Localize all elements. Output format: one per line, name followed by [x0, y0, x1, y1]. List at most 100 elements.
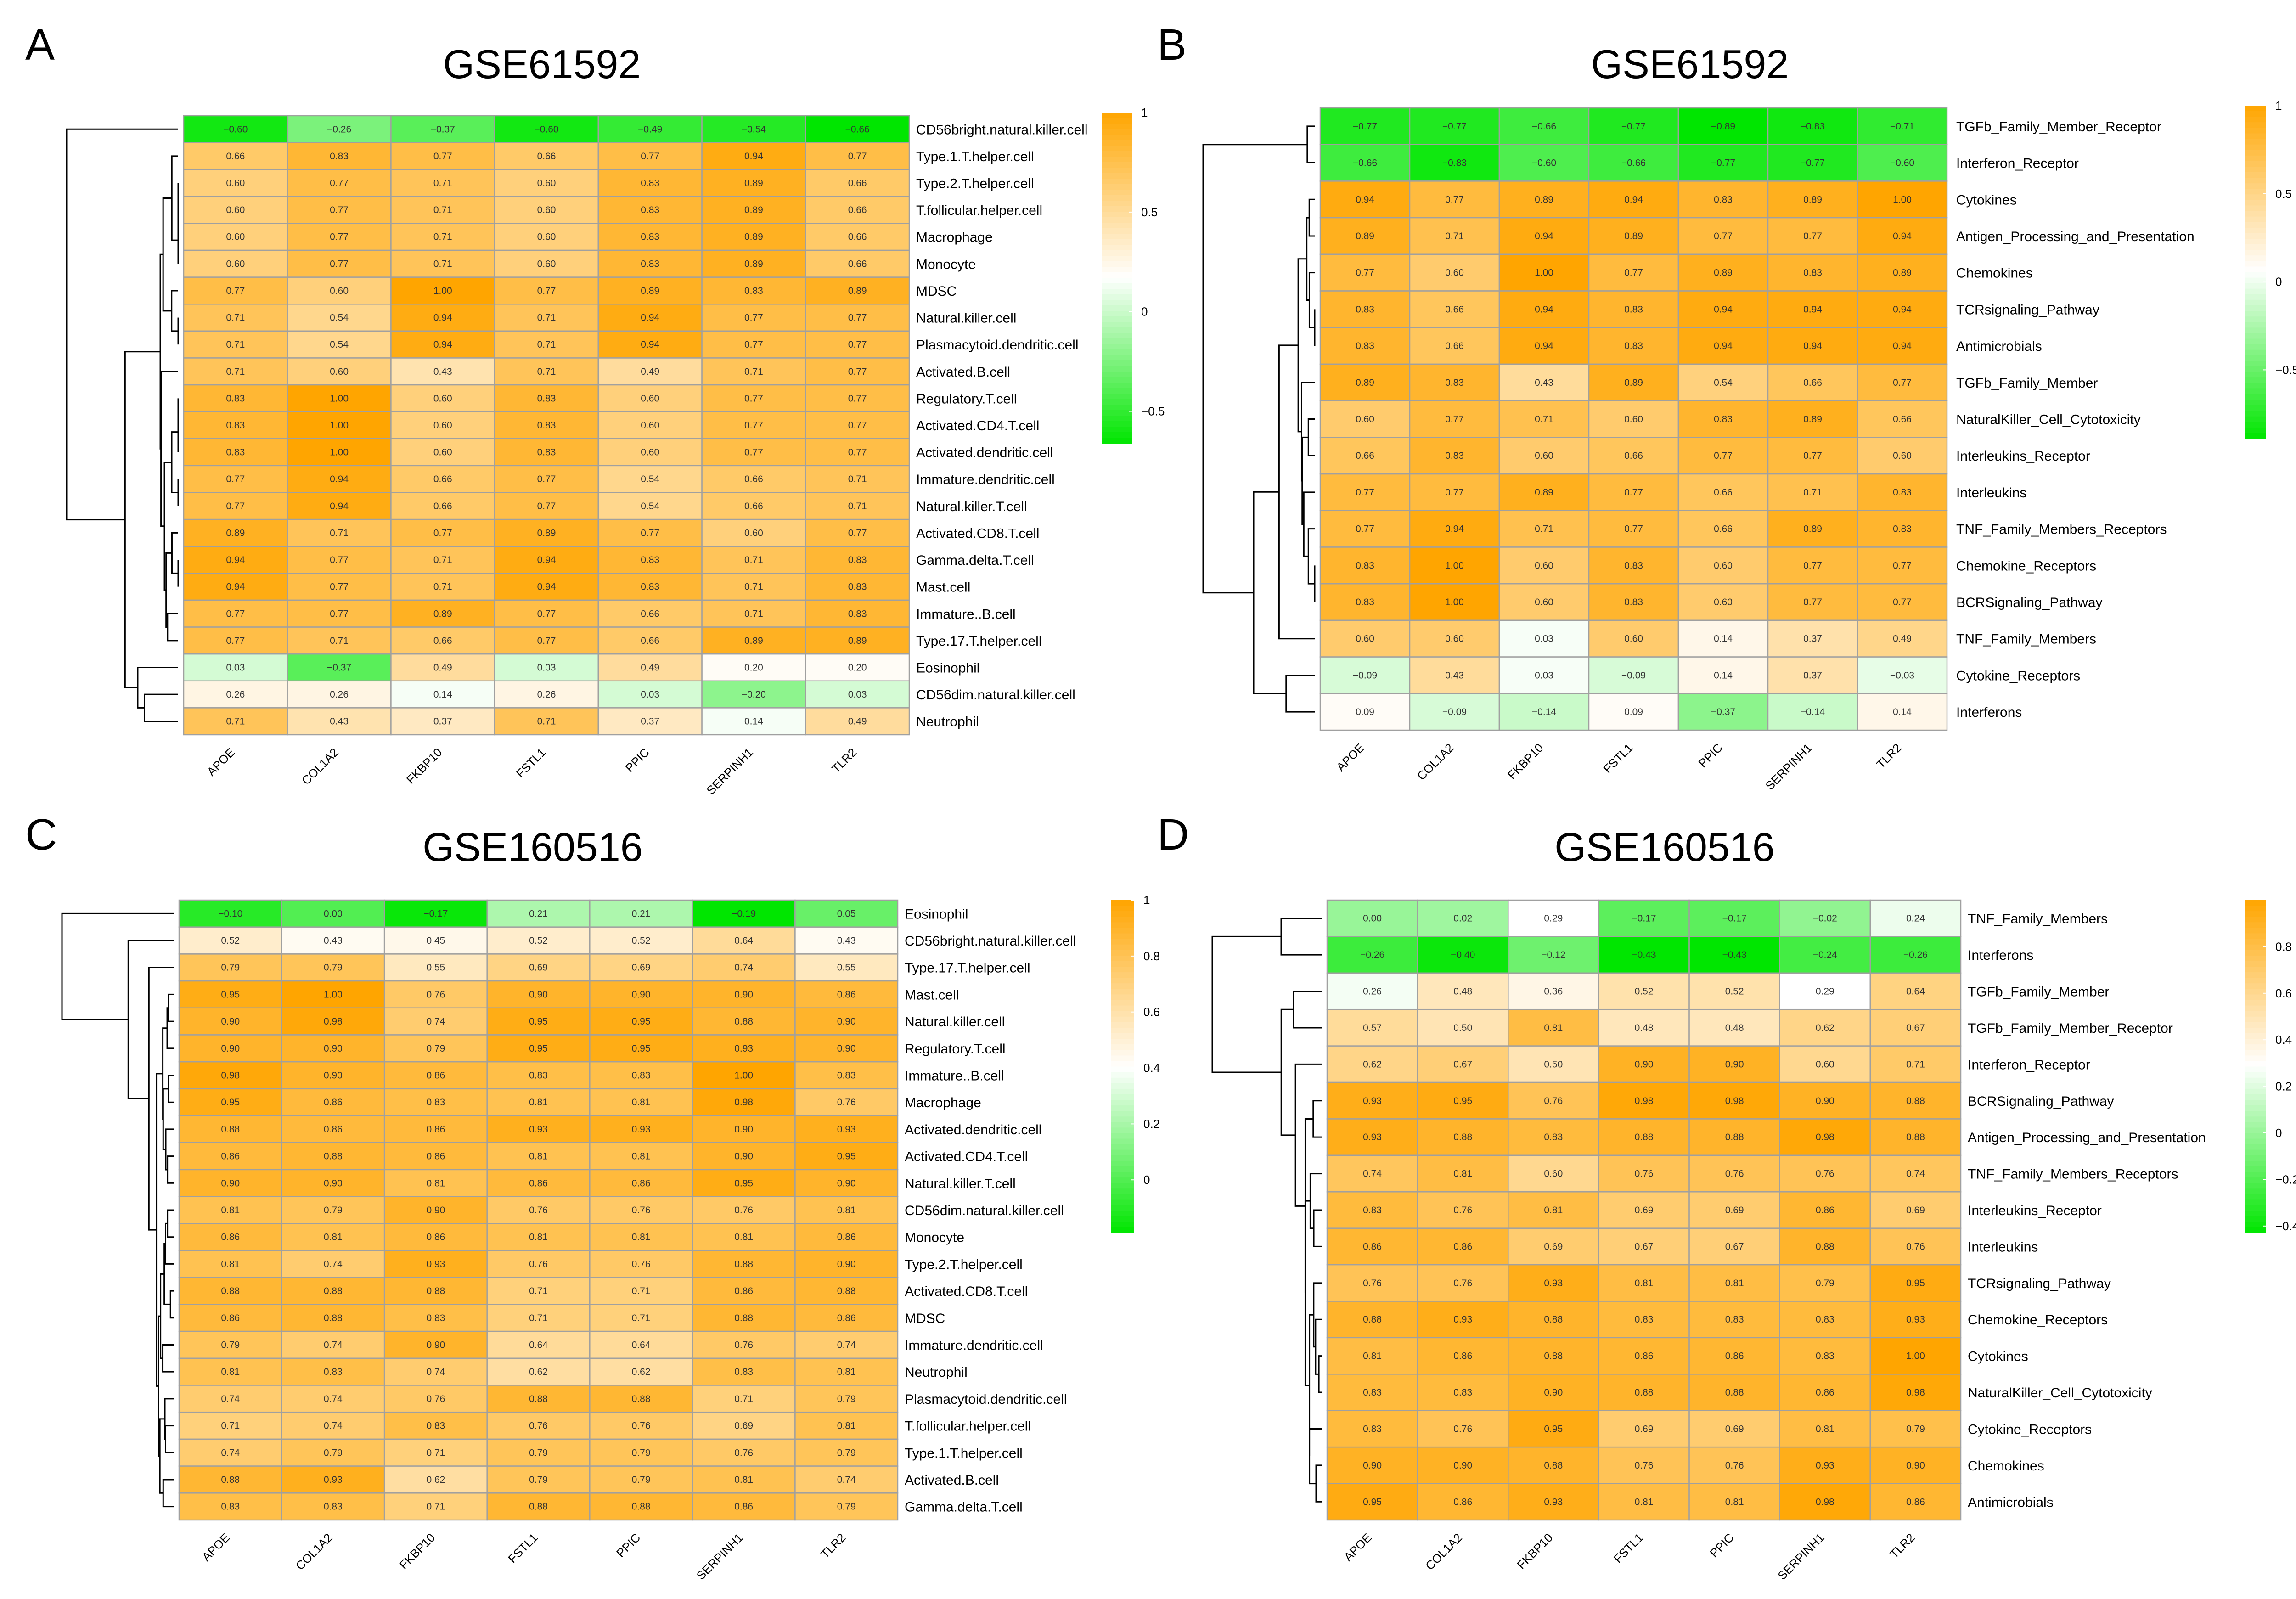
dendrogram-branch	[171, 431, 178, 494]
cell-value-label: 0.94	[226, 555, 245, 565]
cell-value-label: 0.66	[226, 151, 245, 162]
cell-value-label: 0.71	[744, 366, 763, 377]
cell-value-label: 0.88	[221, 1475, 240, 1485]
cell-value-label: 0.66	[433, 636, 452, 646]
cell-value-label: 0.98	[221, 1070, 240, 1081]
heatmap-cell	[1417, 1374, 1509, 1412]
row-label: Cytokines	[1968, 1349, 2028, 1364]
heatmap-cell	[287, 653, 392, 682]
row-label: Type.1.T.helper.cell	[905, 1446, 1023, 1461]
cell-value-label: 0.69	[1635, 1205, 1654, 1216]
heatmap-cell	[178, 1304, 282, 1332]
colorbar-segment	[2245, 161, 2266, 167]
dendrogram-branch	[1202, 144, 1307, 594]
colorbar-tick-label: 0.5	[2275, 187, 2292, 201]
heatmap-cell	[1588, 363, 1679, 401]
colorbar-segment	[2245, 299, 2266, 306]
cell-value-label: 0.88	[1725, 1387, 1744, 1398]
row-label: Immature.dendritic.cell	[905, 1338, 1043, 1353]
cell-value-label: 0.71	[330, 636, 349, 646]
cell-value-label: 0.62	[1363, 1059, 1382, 1070]
cell-value-label: 0.76	[734, 1205, 753, 1216]
cell-value-label: 0.83	[529, 1070, 548, 1081]
cell-value-label: 0.62	[632, 1367, 651, 1377]
heatmap-cell	[1688, 1227, 1780, 1266]
heatmap-cell	[1598, 972, 1690, 1010]
heatmap-cell	[281, 1357, 385, 1386]
cell-value-label: 0.66	[1624, 450, 1643, 461]
colorbar-segment	[1111, 955, 1134, 962]
cell-value-label: 0.26	[226, 689, 245, 700]
heatmap-cell	[1688, 1483, 1780, 1521]
colorbar-segment	[2245, 322, 2266, 328]
cell-value-label: 0.94	[1893, 231, 1912, 242]
colorbar-segment	[1102, 217, 1132, 223]
cell-value-label: 0.83	[641, 582, 659, 592]
heatmap-cell	[1869, 1410, 1962, 1448]
cell-value-label: 0.94	[1535, 231, 1553, 242]
heatmap-cell	[178, 1115, 282, 1143]
heatmap-cell	[701, 707, 806, 736]
heatmap-cell	[183, 680, 288, 709]
heatmap-cell	[390, 438, 495, 467]
column-label: TLR2	[829, 745, 859, 776]
row-label: Type.2.T.helper.cell	[905, 1257, 1023, 1272]
colorbar-segment	[2245, 972, 2266, 979]
heatmap-cell	[701, 357, 806, 386]
cell-value-label: 0.88	[1363, 1314, 1382, 1325]
row-label: TCRsignaling_Pathway	[1968, 1276, 2111, 1291]
heatmap-cell	[1417, 936, 1509, 974]
heatmap-cell	[794, 1277, 899, 1305]
heatmap-cell	[1767, 656, 1858, 694]
cell-value-label: 0.66	[641, 608, 659, 619]
colorbar-segment	[1111, 1133, 1134, 1139]
cell-value-label: 0.94	[1535, 304, 1553, 315]
heatmap-cell	[1767, 107, 1858, 145]
cell-value-label: 0.74	[221, 1447, 240, 1458]
cell-value-label: 0.60	[1535, 450, 1553, 461]
cell-value-label: 0.90	[1725, 1059, 1744, 1070]
cell-value-label: 0.81	[734, 1232, 753, 1243]
colorbar-segment	[1102, 113, 1132, 118]
heatmap-cell	[701, 276, 806, 305]
cell-value-label: 0.60	[433, 447, 452, 458]
cell-value-label: 0.94	[1803, 341, 1822, 351]
cell-value-label: 0.03	[226, 662, 245, 673]
panel-C: C GSE160516−0.10 0.00 −0.17 0.21 0.21 −0.19 0.0…	[25, 810, 1160, 1582]
cell-value-label: 0.74	[426, 1016, 445, 1027]
row-label: TGFb_Family_Member_Receptor	[1968, 1021, 2173, 1036]
cell-value-label: 0.90	[837, 1016, 856, 1027]
heatmap-cell	[390, 384, 495, 412]
heatmap-cell	[390, 330, 495, 359]
cell-value-label: 0.83	[837, 1070, 856, 1081]
heatmap-cell	[1857, 510, 1948, 548]
heatmap-cell	[589, 1357, 693, 1386]
heatmap-cell	[1598, 1374, 1690, 1412]
heatmap-cell	[1417, 1227, 1509, 1266]
cell-value-label: 0.83	[226, 393, 245, 404]
colorbar-segment	[1102, 427, 1132, 433]
heatmap-cell	[1417, 1483, 1509, 1521]
cell-value-label: 0.83	[641, 232, 659, 242]
colorbar-segment	[2245, 394, 2266, 400]
cell-value-label: 0.64	[632, 1340, 651, 1350]
cell-value-label: 0.71	[1445, 231, 1464, 242]
cell-value-label: 0.60	[537, 259, 556, 269]
heatmap-cell	[287, 169, 392, 197]
cell-value-label: 0.52	[632, 935, 651, 946]
row-label: Interleukins	[1968, 1239, 2038, 1255]
cell-value-label: 0.71	[632, 1286, 651, 1296]
heatmap-cell	[1688, 1301, 1780, 1339]
dendrogram-branch	[156, 1073, 163, 1387]
cell-value-label: 0.37	[1803, 634, 1822, 644]
heatmap-cell	[494, 573, 599, 601]
colorbar-segment	[2245, 222, 2266, 228]
cell-value-label: 0.86	[837, 1313, 856, 1323]
cell-value-label: 0.81	[1816, 1424, 1835, 1434]
heatmap-cell	[794, 1465, 899, 1494]
colorbar-segment	[2245, 427, 2266, 434]
column-label: FSTL1	[1611, 1531, 1646, 1565]
cell-value-label: −0.09	[1621, 670, 1646, 681]
cell-value-label: 0.60	[1535, 597, 1553, 608]
heatmap-cell	[1869, 1118, 1962, 1156]
